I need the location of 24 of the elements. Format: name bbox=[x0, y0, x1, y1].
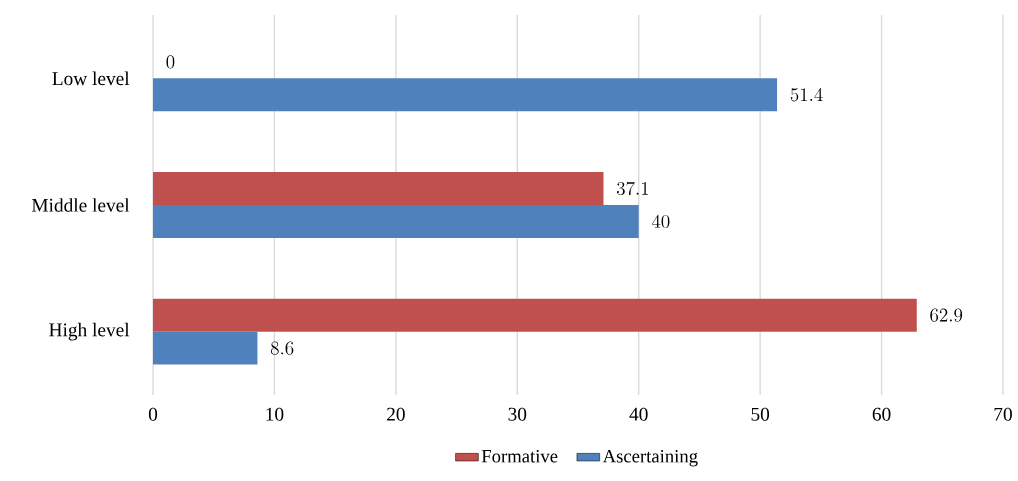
data-label: 8.6 bbox=[270, 341, 294, 355]
x-tick-label: 30 bbox=[508, 407, 527, 421]
y-tick-label: Middle level bbox=[31, 198, 130, 212]
data-label: 0 bbox=[166, 55, 175, 69]
bar bbox=[153, 204, 639, 238]
x-tick-label: 50 bbox=[751, 407, 770, 421]
y-tick-label: High level bbox=[49, 322, 130, 341]
bar bbox=[153, 331, 258, 365]
x-tick-label: 20 bbox=[387, 407, 405, 421]
x-tick-label: 60 bbox=[872, 407, 891, 421]
y-tick-label: Low level bbox=[52, 71, 130, 86]
x-tick-label: 10 bbox=[266, 407, 284, 421]
legend-label: Formative bbox=[481, 449, 558, 463]
bar bbox=[153, 78, 778, 112]
data-label: 51 .4 bbox=[790, 88, 823, 102]
x-tick-label: 40 bbox=[629, 407, 648, 421]
legend-label: Ascertaining bbox=[602, 449, 698, 467]
bar bbox=[153, 298, 917, 332]
x-tick-label: 0 bbox=[148, 407, 158, 421]
bar bbox=[153, 172, 604, 205]
data-label: 40 bbox=[651, 214, 670, 229]
x-tick-label: 70 bbox=[994, 407, 1012, 421]
data-label: 37. 1 bbox=[617, 181, 649, 196]
data-label: 62.9 bbox=[930, 308, 963, 322]
